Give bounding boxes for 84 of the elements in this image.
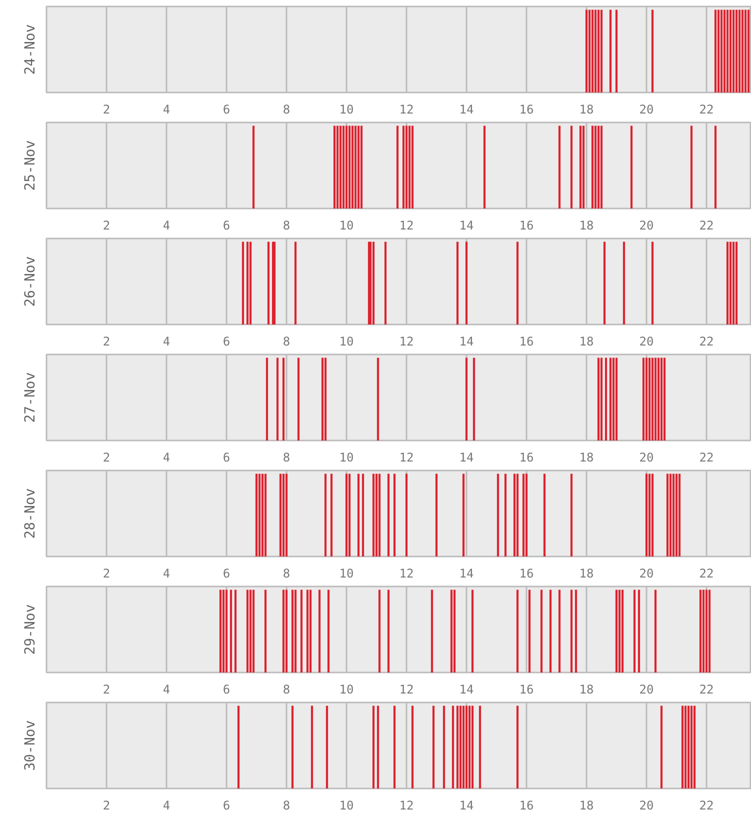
x-tick-label: 18 [579,682,594,696]
x-tick-label: 14 [459,334,474,348]
x-tick-label: 8 [282,218,290,232]
x-tick-label: 22 [699,102,714,116]
x-tick-label: 4 [162,334,170,348]
x-tick-label: 14 [459,450,474,464]
x-tick-label: 10 [339,218,354,232]
x-tick-label: 14 [459,798,474,812]
y-axis-title: 26-Nov [22,256,38,307]
y-axis-title: 24-Nov [22,24,38,75]
x-tick-label: 2 [102,102,110,116]
x-tick-label: 20 [639,102,654,116]
x-tick-label: 6 [222,218,230,232]
x-tick-label: 10 [339,798,354,812]
x-tick-label: 22 [699,566,714,580]
x-tick-label: 8 [282,798,290,812]
x-tick-label: 12 [399,798,414,812]
x-tick-label: 8 [282,102,290,116]
x-tick-label: 12 [399,566,414,580]
x-tick-label: 6 [222,334,230,348]
x-tick-label: 8 [282,682,290,696]
x-tick-label: 22 [699,334,714,348]
x-tick-label: 14 [459,218,474,232]
x-tick-label: 12 [399,218,414,232]
x-tick-label: 20 [639,682,654,696]
y-axis-title: 30-Nov [22,720,38,771]
x-tick-label: 10 [339,682,354,696]
y-axis-title: 27-Nov [22,372,38,423]
x-tick-label: 12 [399,334,414,348]
x-tick-label: 4 [162,450,170,464]
y-axis-title: 28-Nov [22,488,38,539]
x-tick-label: 18 [579,798,594,812]
x-tick-label: 6 [222,102,230,116]
x-tick-label: 20 [639,334,654,348]
x-tick-label: 4 [162,798,170,812]
x-tick-label: 18 [579,334,594,348]
x-tick-label: 18 [579,218,594,232]
x-tick-label: 10 [339,102,354,116]
x-tick-label: 2 [102,798,110,812]
x-tick-label: 8 [282,334,290,348]
x-tick-label: 4 [162,218,170,232]
x-tick-label: 20 [639,798,654,812]
x-tick-label: 6 [222,682,230,696]
x-tick-label: 22 [699,450,714,464]
x-tick-label: 14 [459,102,474,116]
y-axis-title: 25-Nov [22,140,38,191]
x-tick-label: 10 [339,334,354,348]
x-tick-label: 22 [699,682,714,696]
x-tick-label: 6 [222,566,230,580]
x-tick-label: 14 [459,566,474,580]
x-tick-label: 16 [519,334,534,348]
x-tick-label: 20 [639,450,654,464]
x-tick-label: 20 [639,218,654,232]
x-tick-label: 2 [102,682,110,696]
x-tick-label: 2 [102,450,110,464]
x-tick-label: 2 [102,218,110,232]
x-tick-label: 16 [519,450,534,464]
x-tick-label: 8 [282,566,290,580]
x-tick-label: 22 [699,798,714,812]
x-tick-label: 8 [282,450,290,464]
x-tick-label: 4 [162,566,170,580]
x-tick-label: 2 [102,566,110,580]
x-tick-label: 16 [519,218,534,232]
x-tick-label: 16 [519,682,534,696]
x-tick-label: 16 [519,566,534,580]
x-tick-label: 16 [519,102,534,116]
x-tick-label: 14 [459,682,474,696]
x-tick-label: 18 [579,566,594,580]
x-tick-label: 12 [399,682,414,696]
x-tick-label: 6 [222,798,230,812]
x-tick-label: 6 [222,450,230,464]
x-tick-label: 18 [579,450,594,464]
x-tick-label: 22 [699,218,714,232]
x-tick-label: 18 [579,102,594,116]
y-axis-title: 29-Nov [22,604,38,655]
x-tick-label: 10 [339,566,354,580]
x-tick-label: 12 [399,450,414,464]
x-tick-label: 12 [399,102,414,116]
x-tick-label: 2 [102,334,110,348]
x-tick-label: 20 [639,566,654,580]
x-tick-label: 4 [162,682,170,696]
x-tick-label: 16 [519,798,534,812]
x-tick-label: 4 [162,102,170,116]
x-tick-label: 10 [339,450,354,464]
